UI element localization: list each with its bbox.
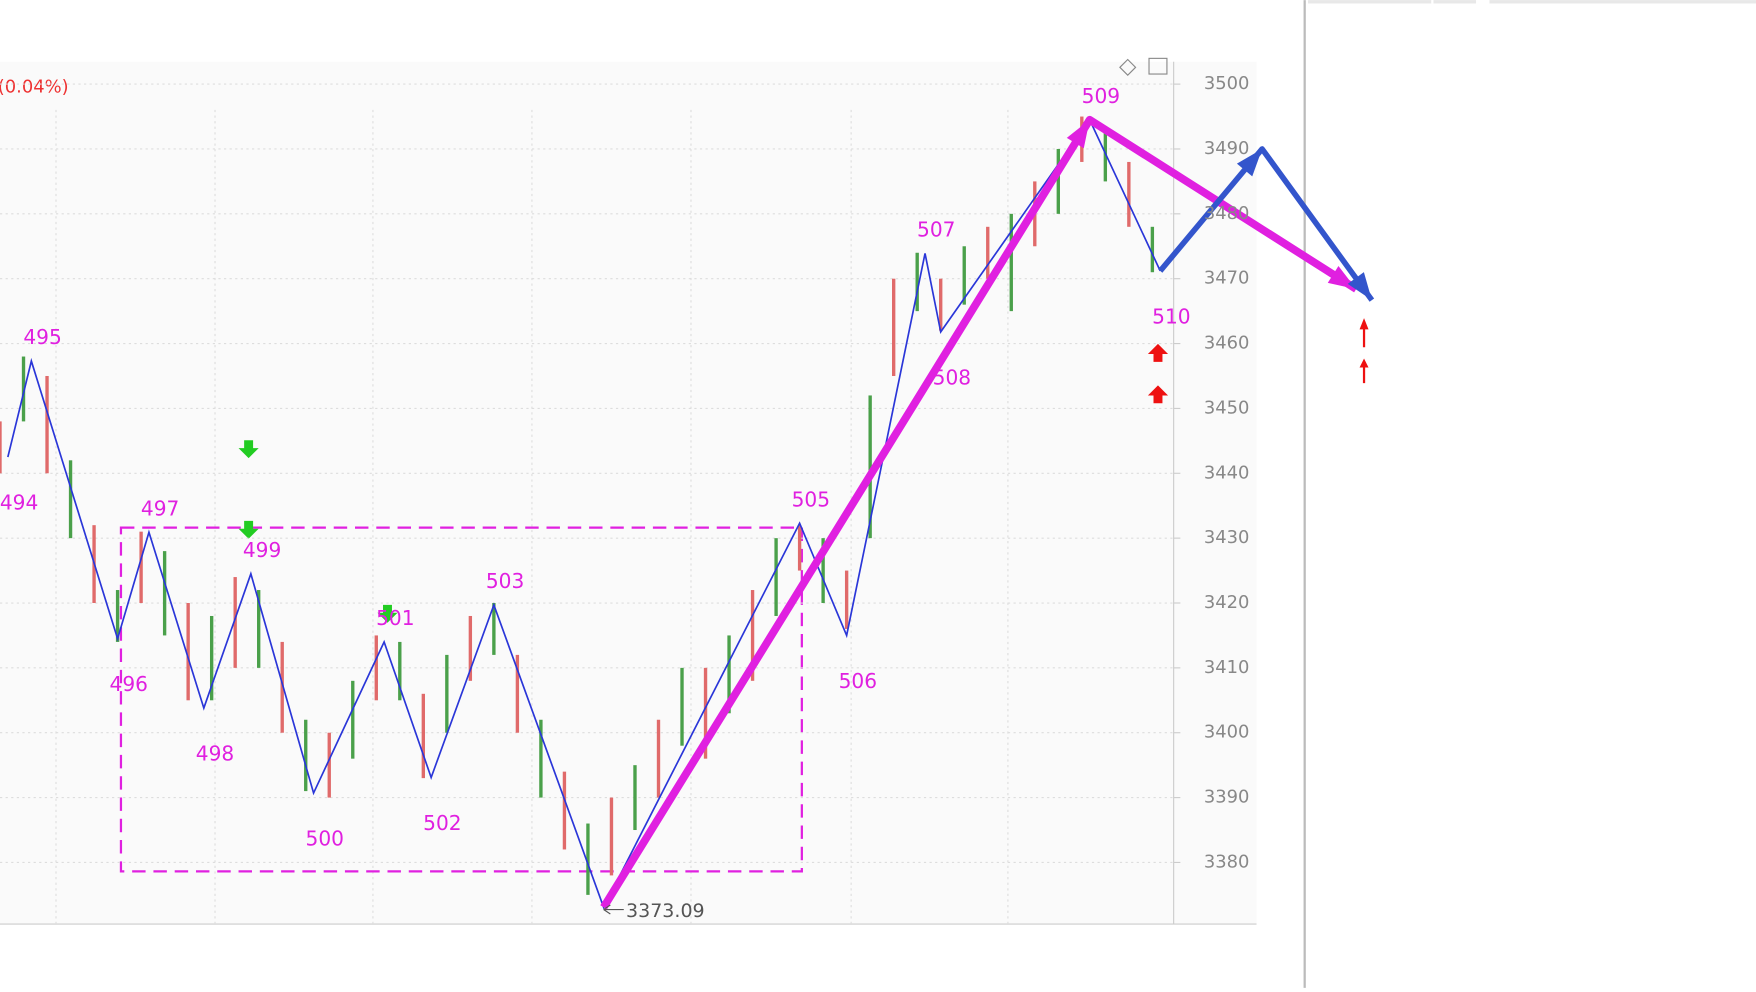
price-bar xyxy=(680,667,684,746)
y-tick-label: 3400 xyxy=(1204,722,1250,743)
projection-arrowhead xyxy=(1066,119,1090,149)
price-bar xyxy=(304,719,308,792)
draw-icon[interactable] xyxy=(1119,58,1137,76)
y-tick-label: 3480 xyxy=(1204,203,1250,224)
pivot-label: 510 xyxy=(1152,304,1190,328)
price-bar xyxy=(398,641,402,701)
pivot-label: 506 xyxy=(839,669,877,693)
pivot-label: 508 xyxy=(933,365,971,389)
y-tick-label: 3470 xyxy=(1204,268,1250,289)
price-bar xyxy=(280,641,284,733)
buy-signals xyxy=(1147,318,1369,404)
price-bar xyxy=(703,667,708,759)
save-icon[interactable] xyxy=(1148,57,1168,75)
y-tick-label: 3500 xyxy=(1204,73,1250,94)
price-bar xyxy=(962,246,966,305)
zigzag-line xyxy=(7,118,1161,910)
sell-signals xyxy=(238,440,398,623)
pivot-label: 499 xyxy=(243,538,281,562)
price-bar xyxy=(1009,213,1013,312)
plot-background xyxy=(0,61,1257,925)
price-bar xyxy=(774,538,778,616)
pivot-label: 503 xyxy=(486,569,524,593)
price-bar xyxy=(539,719,543,798)
price-bar xyxy=(750,590,755,681)
price-bar xyxy=(844,570,849,629)
pivot-label: 495 xyxy=(23,325,61,349)
pivot-label: 507 xyxy=(917,218,955,242)
pivot-label: 497 xyxy=(141,496,179,520)
price-bar xyxy=(492,603,496,655)
price-bar xyxy=(445,654,449,733)
price-bar xyxy=(186,603,190,701)
annotation-arrow xyxy=(603,904,624,915)
projection-arrowhead xyxy=(1347,272,1372,301)
y-tick-label: 3390 xyxy=(1204,787,1250,808)
projection-arrowhead xyxy=(1236,148,1263,177)
pivot-label: 509 xyxy=(1082,84,1120,108)
pivot-label: 504 xyxy=(596,941,634,965)
price-bar xyxy=(1056,148,1060,214)
price-bar xyxy=(797,525,802,571)
tab[interactable] xyxy=(1308,0,1432,4)
pivot-label: 494 xyxy=(0,491,38,515)
y-tick-label: 3490 xyxy=(1204,138,1250,159)
y-tick-label: 3460 xyxy=(1204,333,1250,354)
price-bar xyxy=(633,765,637,831)
range-box xyxy=(119,526,803,873)
price-bar xyxy=(162,551,167,636)
pivot-label: 505 xyxy=(792,487,830,511)
price-bar xyxy=(468,615,473,681)
price-bar xyxy=(45,375,49,474)
change-label: (0.04%) xyxy=(0,76,69,97)
price-bar xyxy=(0,421,2,474)
price-bar xyxy=(656,719,661,798)
price-bar xyxy=(891,278,896,376)
price-bar xyxy=(939,278,943,331)
price-bar xyxy=(21,356,26,422)
price-bar xyxy=(1150,226,1155,273)
price-bar xyxy=(868,395,872,539)
pivot-label: 502 xyxy=(423,811,461,835)
price-bar xyxy=(915,252,919,312)
pivot-label: 496 xyxy=(110,672,148,696)
price-bar xyxy=(115,590,120,642)
price-bar xyxy=(233,577,237,668)
price-bar xyxy=(821,538,825,604)
projection-line xyxy=(600,115,1359,910)
pivot-label: 501 xyxy=(376,606,414,630)
y-tick-label: 3420 xyxy=(1204,592,1250,613)
price-bar xyxy=(586,823,590,895)
price-bar xyxy=(374,635,378,701)
price-bar xyxy=(351,680,355,759)
price-bar xyxy=(68,460,73,539)
y-tick-label: 3430 xyxy=(1204,527,1250,548)
low-annotation: 3373.09 xyxy=(626,900,705,922)
vertical-grid xyxy=(55,109,1009,925)
y-tick-label: 3440 xyxy=(1204,462,1250,483)
price-bar xyxy=(515,654,520,733)
price-bar xyxy=(727,635,731,714)
tab[interactable] xyxy=(1489,0,1756,4)
price-bar xyxy=(1103,129,1108,182)
price-bar xyxy=(562,771,567,850)
price-bar xyxy=(1127,161,1131,227)
pivot-label: 498 xyxy=(196,742,234,766)
y-tick-label: 3450 xyxy=(1204,397,1250,418)
y-tick-label: 3380 xyxy=(1204,851,1250,872)
y-tick-label: 3410 xyxy=(1204,657,1250,678)
price-bar xyxy=(209,615,214,701)
price-bar xyxy=(421,693,426,779)
tab[interactable] xyxy=(1433,0,1477,4)
pivot-label: 500 xyxy=(306,827,344,851)
price-bar xyxy=(139,531,143,604)
price-bar xyxy=(609,797,614,876)
price-bar xyxy=(986,226,990,279)
price-bar xyxy=(257,590,261,668)
price-bar xyxy=(327,732,331,798)
